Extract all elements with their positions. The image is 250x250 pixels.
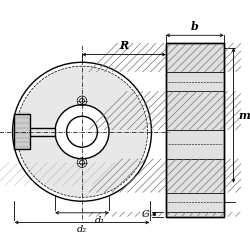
Text: R: R: [119, 40, 128, 51]
Text: m: m: [238, 110, 250, 121]
Bar: [14, 128, 55, 136]
PathPatch shape: [16, 66, 148, 197]
Bar: [166, 212, 224, 217]
Bar: [166, 159, 224, 192]
Text: d₂: d₂: [77, 225, 87, 234]
Bar: [166, 43, 224, 217]
Bar: [166, 43, 224, 217]
Text: G: G: [142, 210, 150, 219]
Bar: [166, 72, 224, 91]
Text: d₁: d₁: [95, 216, 106, 225]
Bar: [166, 130, 224, 159]
Bar: [166, 192, 224, 212]
Bar: [14, 114, 30, 149]
Text: b: b: [191, 22, 199, 32]
Bar: [166, 91, 224, 130]
Bar: [166, 43, 224, 217]
Bar: [166, 43, 224, 72]
